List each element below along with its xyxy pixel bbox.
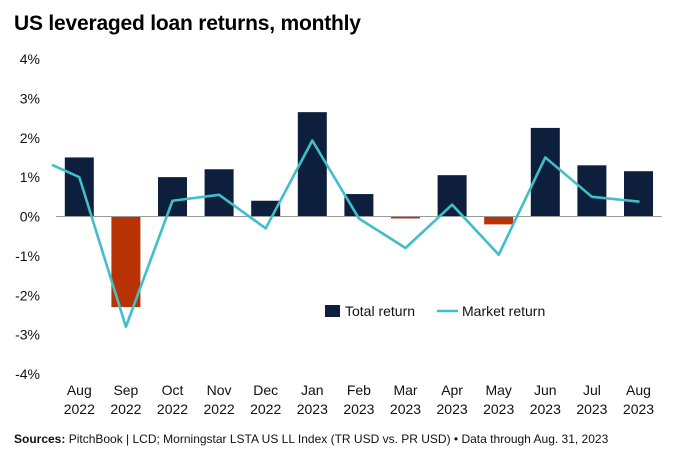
total-return-bar	[577, 165, 607, 217]
x-tick-label-month: Jun	[534, 382, 557, 398]
x-tick-label-year: 2023	[576, 401, 607, 417]
x-tick-label-year: 2023	[623, 401, 654, 417]
market-return-point	[544, 156, 547, 159]
legend-label-market-return: Market return	[462, 303, 545, 319]
y-tick-label: -2%	[15, 287, 40, 303]
x-tick-label-year: 2023	[530, 401, 561, 417]
x-tick-label-month: May	[485, 382, 511, 398]
x-tick-label-month: Apr	[441, 382, 463, 398]
x-tick-label-month: Mar	[393, 382, 417, 398]
x-tick-label-year: 2022	[204, 401, 235, 417]
market-return-point	[78, 176, 81, 178]
y-tick-label: 0%	[20, 209, 40, 225]
source-text: PitchBook | LCD; Morningstar LSTA US LL …	[65, 432, 609, 446]
total-return-bar	[484, 216, 514, 225]
chart-title: US leveraged loan returns, monthly	[14, 12, 361, 35]
total-return-bar	[204, 169, 234, 217]
y-tick-label: 2%	[20, 130, 40, 146]
y-tick-label: -3%	[15, 327, 40, 343]
total-return-bar	[158, 177, 187, 217]
market-return-point	[451, 203, 453, 206]
market-return-line-series	[51, 139, 640, 329]
x-tick-label-year: 2023	[343, 401, 374, 417]
market-return-point	[311, 139, 314, 142]
chart-area: 4% 3% 2% 1% 0% -1% -2% -3% -4% Aug 2022 Sep 2022 Oct…	[15, 51, 662, 417]
source-label: Sources:	[14, 432, 66, 446]
market-return-point	[358, 217, 360, 220]
market-return-point	[264, 227, 267, 230]
x-tick-label-month: Aug	[67, 382, 92, 398]
y-tick-label: 3%	[20, 90, 40, 106]
market-return-line	[51, 139, 640, 329]
total-return-bar	[437, 175, 467, 217]
y-tick-label: -4%	[15, 366, 40, 382]
total-return-bar	[530, 127, 560, 217]
legend-label-total-return: Total return	[345, 303, 415, 319]
x-tick-label-year: 2022	[250, 401, 281, 417]
x-tick-label-month: Nov	[207, 382, 232, 398]
market-return-point	[591, 196, 593, 198]
x-tick-label-year: 2023	[297, 401, 328, 417]
market-return-point	[497, 253, 500, 256]
x-tick-label-month: Dec	[253, 382, 278, 398]
market-return-point	[637, 200, 640, 203]
total-return-bars	[64, 112, 653, 308]
x-tick-label-year: 2023	[483, 401, 514, 417]
market-return-point	[218, 194, 220, 196]
total-return-bar	[344, 194, 374, 217]
x-tick-label-month: Jul	[583, 382, 601, 398]
market-return-point	[171, 199, 174, 202]
total-return-bar	[624, 171, 653, 217]
x-axis: Aug 2022 Sep 2022 Oct 2022 Nov 2022 Dec 2022 Jan 20…	[64, 382, 655, 417]
legend-swatch-total-return	[325, 305, 340, 317]
y-tick-label: 1%	[20, 169, 40, 185]
source-note: Sources: PitchBook | LCD; Morningstar LS…	[14, 432, 608, 446]
total-return-bar	[391, 216, 420, 219]
x-tick-label-year: 2022	[110, 401, 141, 417]
x-tick-label-month: Feb	[347, 382, 371, 398]
x-tick-label-month: Jan	[301, 382, 324, 398]
y-axis: 4% 3% 2% 1% 0% -1% -2% -3% -4%	[15, 51, 40, 382]
x-tick-label-year: 2023	[390, 401, 421, 417]
y-tick-label: 4%	[20, 51, 40, 67]
x-tick-label-year: 2022	[157, 401, 188, 417]
x-tick-label-month: Oct	[162, 382, 184, 398]
legend: Total return Market return	[325, 303, 545, 319]
market-return-point	[404, 247, 407, 249]
x-tick-label-month: Aug	[626, 382, 651, 398]
x-tick-label-year: 2022	[64, 401, 95, 417]
y-tick-label: -1%	[15, 248, 40, 264]
market-return-point	[125, 325, 127, 328]
total-return-bar	[297, 112, 327, 217]
x-tick-label-month: Sep	[113, 382, 138, 398]
x-tick-label-year: 2023	[437, 401, 468, 417]
